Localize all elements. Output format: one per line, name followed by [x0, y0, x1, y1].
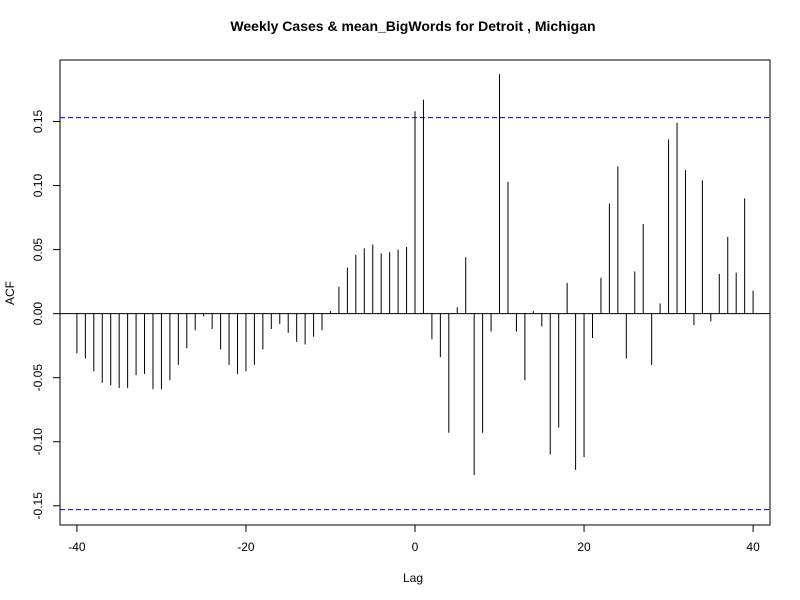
x-tick-label: 20 [577, 540, 591, 554]
y-tick-label: -0.10 [31, 428, 45, 456]
acf-bars [76, 74, 754, 476]
y-tick-label: 0.15 [31, 109, 45, 133]
y-tick-label: 0.00 [31, 302, 45, 326]
y-tick-label: 0.10 [31, 174, 45, 198]
chart-title: Weekly Cases & mean_BigWords for Detroit… [230, 18, 595, 34]
x-tick-label: 40 [746, 540, 760, 554]
x-tick-label: -40 [68, 540, 86, 554]
y-tick-label: -0.15 [31, 492, 45, 520]
x-tick-label: -20 [237, 540, 255, 554]
x-axis-label: Lag [403, 571, 423, 585]
y-tick-label: -0.05 [31, 364, 45, 392]
y-tick-label: 0.05 [31, 238, 45, 262]
y-axis: -0.15 -0.10 -0.05 0.00 0.05 0.10 0.15 [31, 109, 61, 520]
x-axis: -40 -20 0 20 40 [68, 524, 760, 554]
y-axis-label: ACF [3, 281, 17, 305]
x-tick-label: 0 [412, 540, 419, 554]
